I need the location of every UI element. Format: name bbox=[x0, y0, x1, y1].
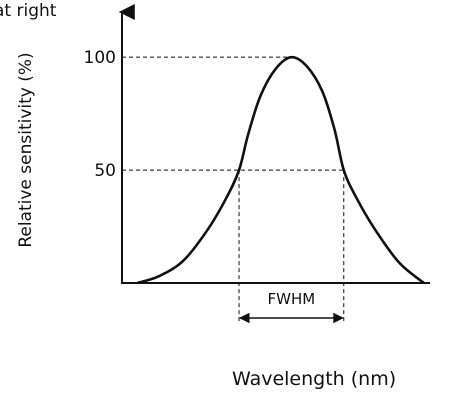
series-line bbox=[137, 55, 425, 285]
guide-lines bbox=[122, 56, 344, 171]
y-tick-label: 50 bbox=[94, 161, 116, 181]
caption-text: at right bbox=[0, 1, 57, 21]
y-tick-labels: 100 50 bbox=[84, 48, 116, 181]
fwhm-annotation: FWHM bbox=[238, 170, 345, 324]
x-axis-label: Wavelength (nm) bbox=[232, 368, 397, 390]
y-tick-label: 100 bbox=[84, 48, 116, 68]
y-axis-label: Relative sensitivity (%) bbox=[16, 52, 36, 248]
fwhm-label: FWHM bbox=[268, 290, 316, 308]
